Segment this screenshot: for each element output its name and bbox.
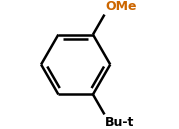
Text: OMe: OMe xyxy=(105,0,137,13)
Text: Bu-t: Bu-t xyxy=(105,116,134,129)
